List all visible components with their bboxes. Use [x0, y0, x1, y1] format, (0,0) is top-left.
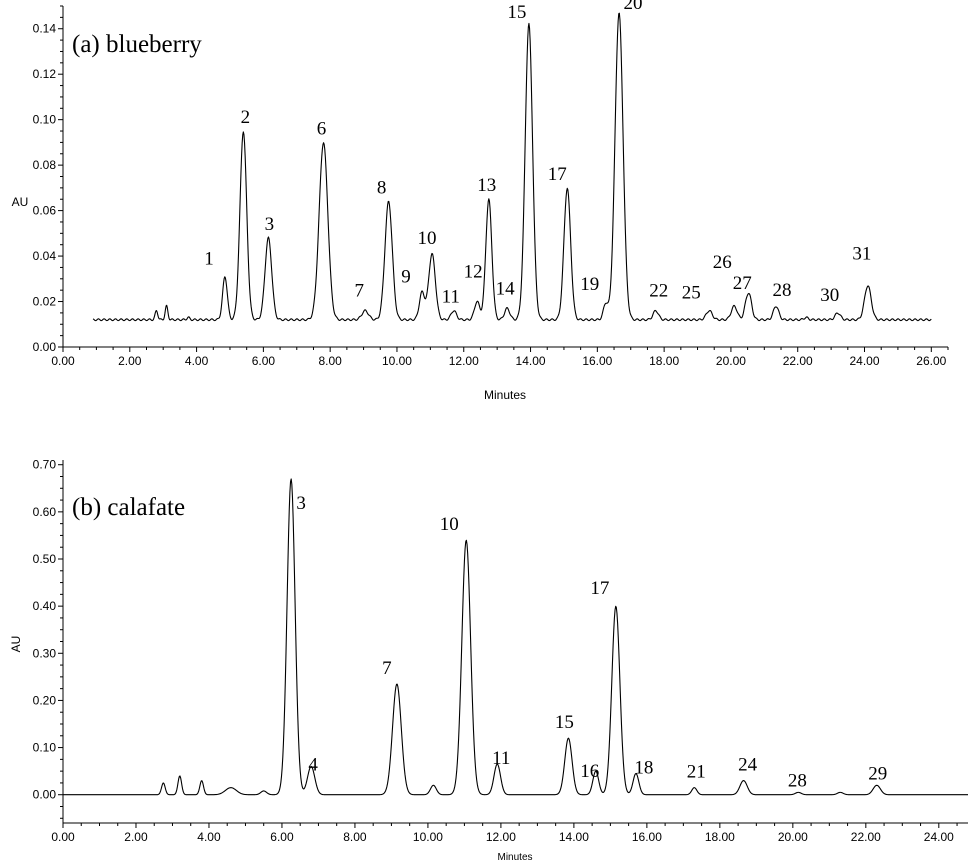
peak-label-20: 20 — [624, 0, 643, 14]
peak-label-18: 18 — [634, 758, 653, 779]
peak-label-10: 10 — [418, 228, 437, 249]
x-tick-label: 2.00 — [124, 830, 148, 844]
x-tick-label: 8.00 — [343, 830, 367, 844]
y-tick-label: 0.04 — [33, 249, 57, 263]
x-tick-label: 14.00 — [559, 830, 589, 844]
peak-label-7: 7 — [382, 658, 392, 679]
peak-label-3: 3 — [265, 214, 275, 235]
y-tick-label: 0.10 — [33, 113, 57, 127]
peak-label-15: 15 — [555, 712, 574, 733]
chromatogram-trace — [63, 478, 968, 796]
y-tick-label: 0.50 — [33, 552, 57, 566]
y-tick-label: 0.06 — [33, 204, 57, 218]
peak-label-14: 14 — [496, 278, 516, 299]
x-tick-label: 2.00 — [118, 354, 142, 368]
x-tick-label: 6.00 — [252, 354, 276, 368]
peak-label-28: 28 — [788, 770, 807, 791]
peak-label-11: 11 — [492, 748, 510, 769]
peak-label-4: 4 — [308, 754, 318, 775]
chromatogram-trace — [92, 12, 932, 322]
x-tick-label: 10.00 — [382, 354, 412, 368]
x-tick-label: 6.00 — [270, 830, 294, 844]
x-tick-label: 26.00 — [916, 354, 946, 368]
x-tick-label: 12.00 — [486, 830, 516, 844]
y-tick-label: 0.60 — [33, 505, 57, 519]
x-tick-label: 18.00 — [649, 354, 679, 368]
peak-label-31: 31 — [852, 244, 871, 265]
x-tick-label: 4.00 — [185, 354, 209, 368]
y-tick-label: 0.40 — [33, 599, 57, 613]
peak-label-1: 1 — [204, 249, 214, 270]
x-tick-label: 16.00 — [582, 354, 612, 368]
x-tick-label: 0.00 — [51, 354, 75, 368]
panel-label: (a) blueberry — [72, 31, 202, 58]
peak-label-11: 11 — [442, 287, 460, 308]
peak-label-2: 2 — [241, 107, 251, 128]
peak-label-30: 30 — [820, 285, 839, 306]
y-tick-label: 0.02 — [33, 295, 57, 309]
peak-label-16: 16 — [580, 761, 599, 782]
y-tick-label: 0.00 — [33, 340, 57, 354]
x-tick-label: 14.00 — [516, 354, 546, 368]
x-tick-label: 16.00 — [632, 830, 662, 844]
x-tick-label: 22.00 — [851, 830, 881, 844]
x-tick-label: 0.00 — [51, 830, 75, 844]
y-axis-title: AU — [12, 195, 29, 209]
y-tick-label: 0.10 — [33, 741, 57, 755]
peak-label-15: 15 — [507, 2, 526, 23]
peak-label-3: 3 — [296, 493, 306, 514]
peak-label-12: 12 — [464, 262, 483, 283]
peak-label-17: 17 — [548, 164, 567, 185]
peak-label-25: 25 — [682, 283, 701, 304]
x-tick-label: 20.00 — [778, 830, 808, 844]
peak-label-27: 27 — [733, 273, 752, 294]
y-tick-label: 0.00 — [33, 788, 57, 802]
x-tick-label: 20.00 — [716, 354, 746, 368]
x-tick-label: 22.00 — [783, 354, 813, 368]
x-axis-title: Minutes — [484, 388, 526, 402]
x-tick-label: 24.00 — [849, 354, 879, 368]
peak-label-8: 8 — [377, 178, 387, 199]
peak-label-29: 29 — [868, 763, 887, 784]
peak-label-17: 17 — [590, 578, 609, 599]
peak-label-13: 13 — [477, 175, 496, 196]
panel-label: (b) calafate — [72, 494, 185, 521]
peak-label-9: 9 — [401, 266, 411, 287]
peak-label-7: 7 — [354, 281, 364, 302]
peak-label-6: 6 — [317, 118, 327, 139]
y-tick-label: 0.70 — [33, 458, 57, 472]
panel-b-calafate: 0.00 2.00 4.00 6.00 8.00 10.00 12.00 14.00 16.00… — [9, 458, 968, 861]
y-tick-label: 0.08 — [33, 158, 57, 172]
x-axis-title: Minutes — [497, 852, 532, 861]
y-tick-label: 0.30 — [33, 646, 57, 660]
peak-label-10: 10 — [440, 514, 459, 535]
peak-label-28: 28 — [773, 280, 792, 301]
peak-label-24: 24 — [738, 755, 758, 776]
x-tick-label: 8.00 — [318, 354, 342, 368]
y-tick-label: 0.14 — [33, 22, 57, 36]
x-tick-label: 24.00 — [924, 830, 954, 844]
y-axis-title: AU — [9, 636, 23, 653]
x-tick-label: 12.00 — [449, 354, 479, 368]
peak-label-21: 21 — [687, 762, 706, 783]
y-tick-label: 0.20 — [33, 693, 57, 707]
panel-a-blueberry: 0.00 2.00 4.00 6.00 8.00 10.00 12.00 14.00 16.00… — [12, 0, 949, 402]
peak-label-19: 19 — [580, 274, 599, 295]
y-tick-label: 0.12 — [33, 67, 57, 81]
x-tick-label: 18.00 — [705, 830, 735, 844]
x-tick-label: 10.00 — [413, 830, 443, 844]
peak-label-22: 22 — [649, 281, 668, 302]
peak-label-26: 26 — [713, 252, 732, 273]
x-tick-label: 4.00 — [197, 830, 221, 844]
